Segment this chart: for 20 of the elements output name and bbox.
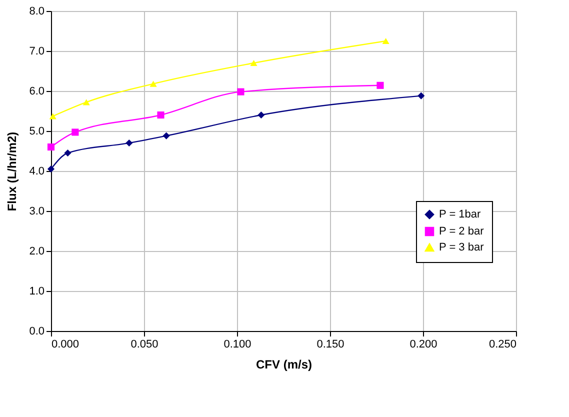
y-tick-label: 2.0 [29, 246, 44, 258]
legend-label: P = 1bar [439, 208, 482, 220]
y-axis-title: Flux (L/hr/m2) [5, 132, 20, 212]
x-tick-label: 0.100 [224, 338, 252, 350]
x-tick-label: 0.000 [52, 338, 80, 350]
legend-label: P = 2 bar [439, 226, 484, 238]
x-tick-label: 0.050 [130, 338, 158, 350]
x-tick-label: 0.250 [488, 338, 516, 350]
y-tick-label: 5.0 [29, 126, 44, 138]
y-tick-label: 1.0 [29, 286, 44, 298]
y-tick-label: 7.0 [29, 46, 44, 58]
y-tick-label: 8.0 [29, 6, 44, 18]
y-tick-label: 3.0 [29, 206, 44, 218]
y-tick-label: 0.0 [29, 326, 44, 338]
x-tick-label: 0.150 [316, 338, 344, 350]
x-axis-title: CFV (m/s) [256, 358, 312, 372]
y-tick-label: 4.0 [29, 166, 44, 178]
x-tick-label: 0.200 [410, 338, 438, 350]
y-tick-label: 6.0 [29, 86, 44, 98]
legend-label: P = 3 bar [439, 242, 484, 254]
